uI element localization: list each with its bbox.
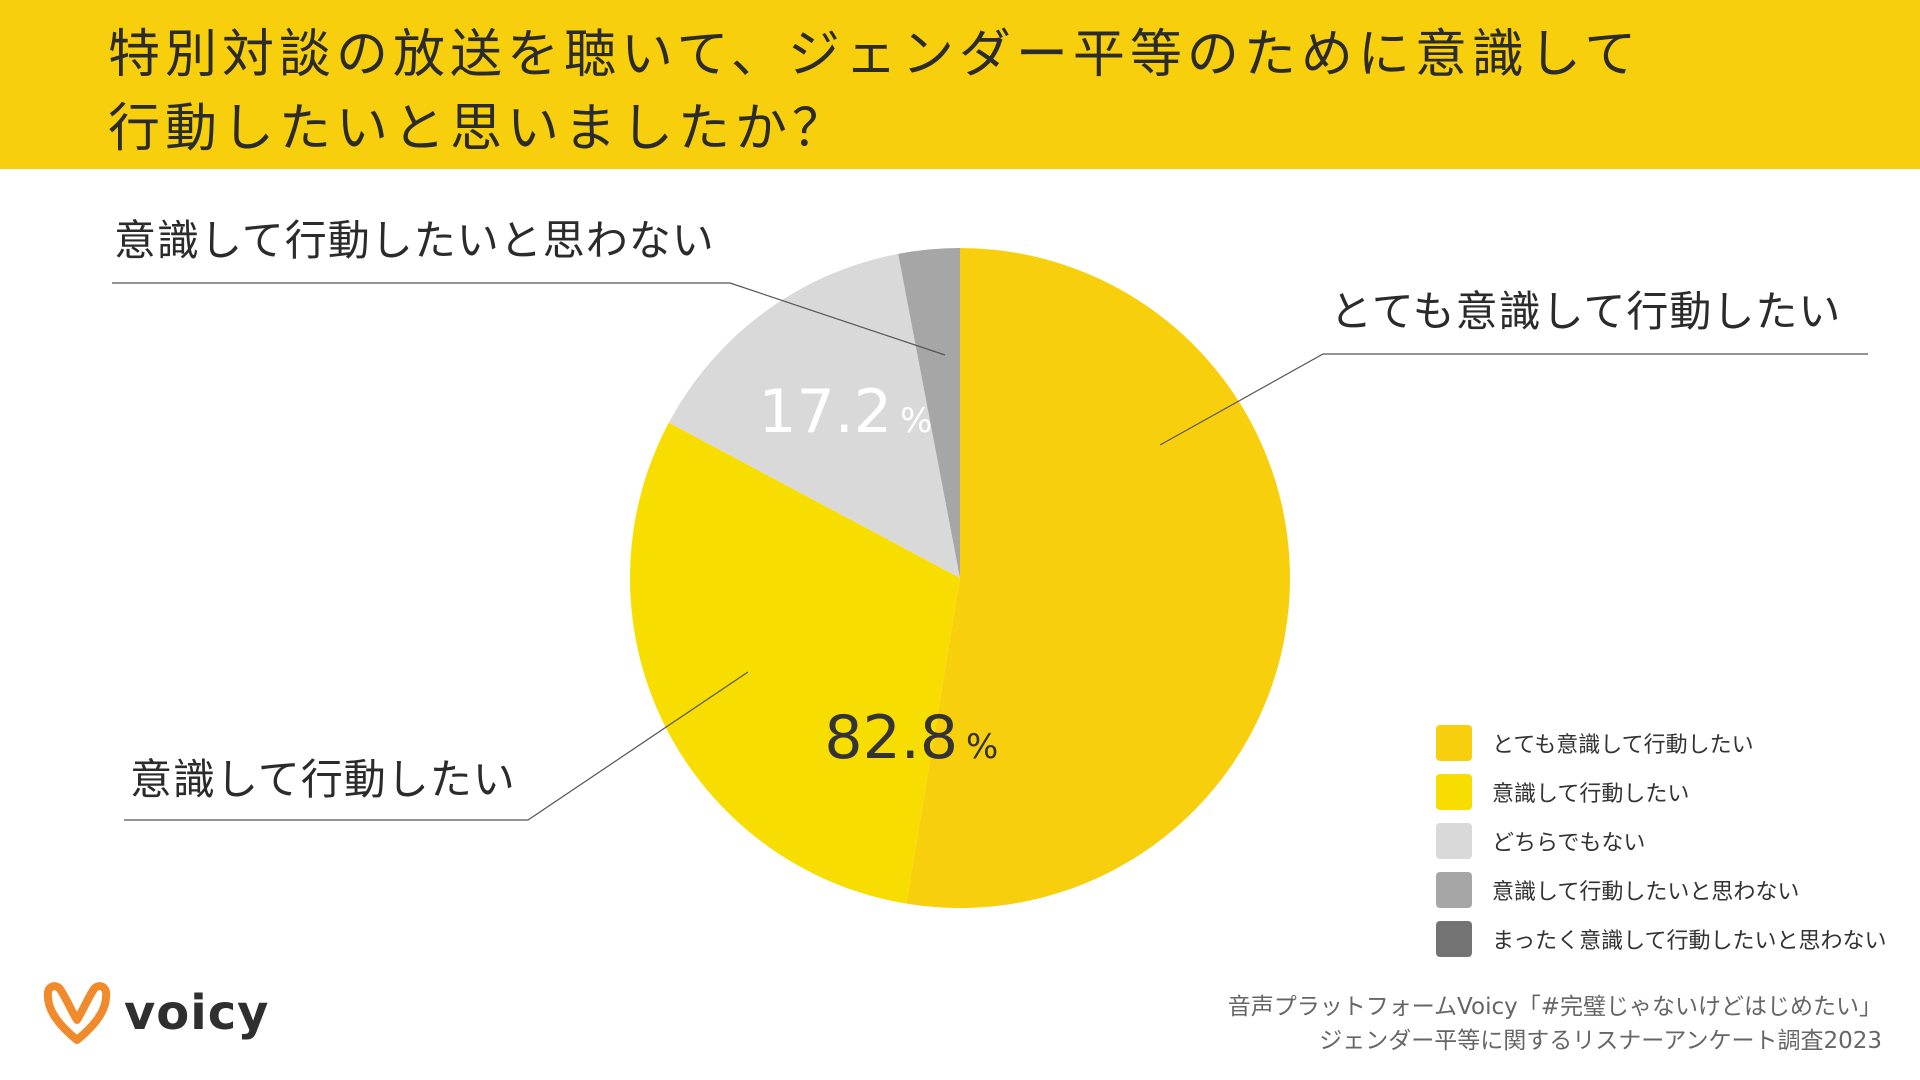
legend-item-2: どちらでもない — [1436, 816, 1886, 865]
header-banner: 特別対談の放送を聴いて、ジェンダー平等のために意識して 行動したいと思いましたか… — [0, 0, 1920, 169]
legend-swatch-4 — [1436, 920, 1472, 957]
percent-annotations: 82.8 %17.2% — [758, 377, 998, 773]
callout-leader-line-1 — [112, 282, 946, 356]
percent-unit-1: % — [900, 401, 932, 441]
page-title-line-2: 行動したいと思いましたか？ — [108, 99, 850, 159]
pie-slice-1 — [629, 422, 960, 904]
callout-leader-lines — [112, 282, 1868, 821]
legend-label-2: どちらでもない — [1492, 830, 1646, 856]
legend-swatch-2 — [1436, 822, 1472, 859]
callout-leader-line-2 — [124, 671, 749, 821]
callout-label-not-want: 意識して行動したいと思わない — [114, 216, 715, 265]
logo-wordmark: voicy — [124, 985, 270, 1041]
legend-item-4: まったく意識して行動したいと思わない — [1436, 914, 1886, 963]
percent-annotation-0: 82.8 — [824, 703, 958, 773]
percent-unit-0: % — [966, 727, 998, 767]
legend-swatch-0 — [1436, 724, 1472, 761]
chart-legend: とても意識して行動したい 意識して行動したい どちらでもない意識して行動したいと思わ… — [1436, 718, 1886, 963]
pie-slice-3 — [898, 248, 960, 578]
page-title-line-1: 特別対談の放送を聴いて、ジェンダー平等のために意識して — [108, 25, 1642, 85]
source-line-2: ジェンダー平等に関するリスナーアンケート調査2023 — [1319, 1028, 1882, 1054]
percent-annotation-1: 17.2 — [758, 377, 892, 447]
legend-swatch-3 — [1436, 871, 1472, 908]
callout-leader-line-0 — [1159, 353, 1868, 446]
legend-label-3: 意識して行動したいと思わない — [1492, 879, 1800, 905]
legend-label-4: まったく意識して行動したいと思わない — [1492, 928, 1887, 954]
legend-swatch-1 — [1436, 773, 1472, 810]
voicy-logo-icon — [43, 982, 111, 1044]
legend-item-0: とても意識して行動したい — [1436, 718, 1886, 767]
voicy-logo: voicy — [40, 980, 269, 1046]
pie-slice-2 — [668, 253, 960, 578]
pie-slices — [629, 248, 1290, 909]
callout-label-very-want: とても意識して行動したい — [1330, 287, 1842, 336]
callout-label-want: 意識して行動したい — [130, 755, 516, 804]
legend-label-1: 意識して行動したい — [1492, 781, 1690, 807]
legend-label-0: とても意識して行動したい — [1492, 732, 1754, 758]
pie-slice-0 — [906, 248, 1290, 909]
legend-item-3: 意識して行動したいと思わない — [1436, 865, 1886, 914]
legend-item-1: 意識して行動したい — [1436, 767, 1886, 816]
source-note: 音声プラットフォームVoicy「#完璧じゃないけどはじめたい」 ジェンダー平等に… — [1228, 990, 1882, 1058]
source-line-1: 音声プラットフォームVoicy「#完璧じゃないけどはじめたい」 — [1227, 994, 1882, 1020]
